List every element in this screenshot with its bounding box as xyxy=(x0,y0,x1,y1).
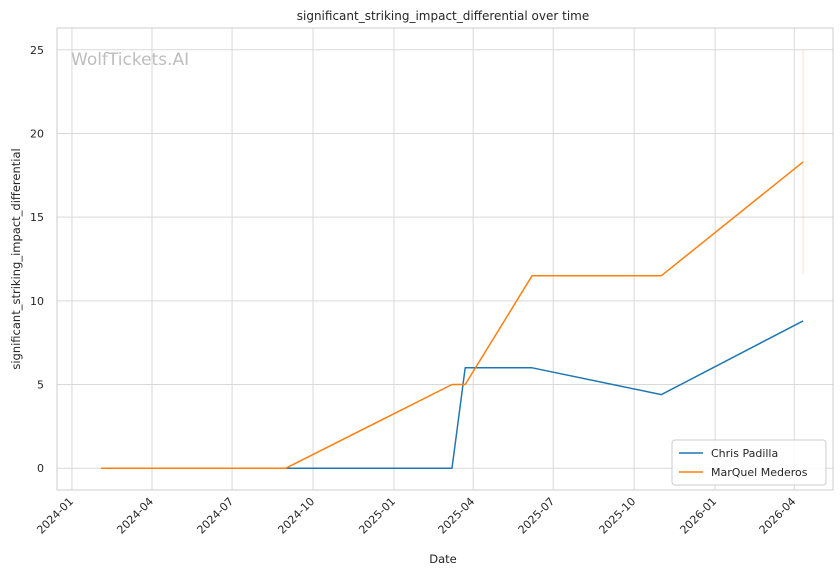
legend-label-chris-padilla: Chris Padilla xyxy=(711,447,778,460)
x-tick-labels: 2024-01 2024-04 2024-07 2024-10 2025-01 2025-… xyxy=(34,495,798,537)
x-tick-label: 2025-04 xyxy=(436,495,478,537)
x-tick-label: 2025-07 xyxy=(516,495,558,537)
y-tick-label: 25 xyxy=(30,44,44,57)
legend-box xyxy=(671,439,827,486)
grid xyxy=(57,28,833,490)
chart-title: significant_striking_impact_differential… xyxy=(297,9,589,23)
x-tick-label: 2024-04 xyxy=(114,495,156,537)
plot-area-frame xyxy=(56,27,834,491)
series xyxy=(101,161,804,469)
series-line-chris-padilla xyxy=(174,320,804,469)
x-tick-label: 2026-01 xyxy=(678,495,720,537)
x-tick-label: 2025-01 xyxy=(356,495,398,537)
x-tick-label: 2024-10 xyxy=(275,495,317,537)
x-tick-label: 2024-07 xyxy=(195,495,237,537)
y-tick-label: 15 xyxy=(30,211,44,224)
x-axis-label: Date xyxy=(429,552,457,566)
legend: Chris Padilla MarQuel Mederos xyxy=(671,439,827,486)
y-axis-label: significant_striking_impact_differential xyxy=(9,148,23,369)
y-tick-label: 10 xyxy=(30,295,44,308)
y-tick-labels: 0 5 10 15 20 25 xyxy=(30,44,44,475)
watermark: WolfTickets.AI xyxy=(71,50,189,70)
x-tick-label: 2025-10 xyxy=(597,495,639,537)
x-tick-label: 2026-04 xyxy=(757,495,799,537)
legend-label-marquel-mederos: MarQuel Mederos xyxy=(711,466,808,479)
series-line-marquel-mederos xyxy=(101,161,804,469)
x-tick-label: 2024-01 xyxy=(34,495,76,537)
y-tick-label: 5 xyxy=(37,379,44,392)
y-tick-label: 20 xyxy=(30,127,44,140)
y-tick-label: 0 xyxy=(37,462,44,475)
